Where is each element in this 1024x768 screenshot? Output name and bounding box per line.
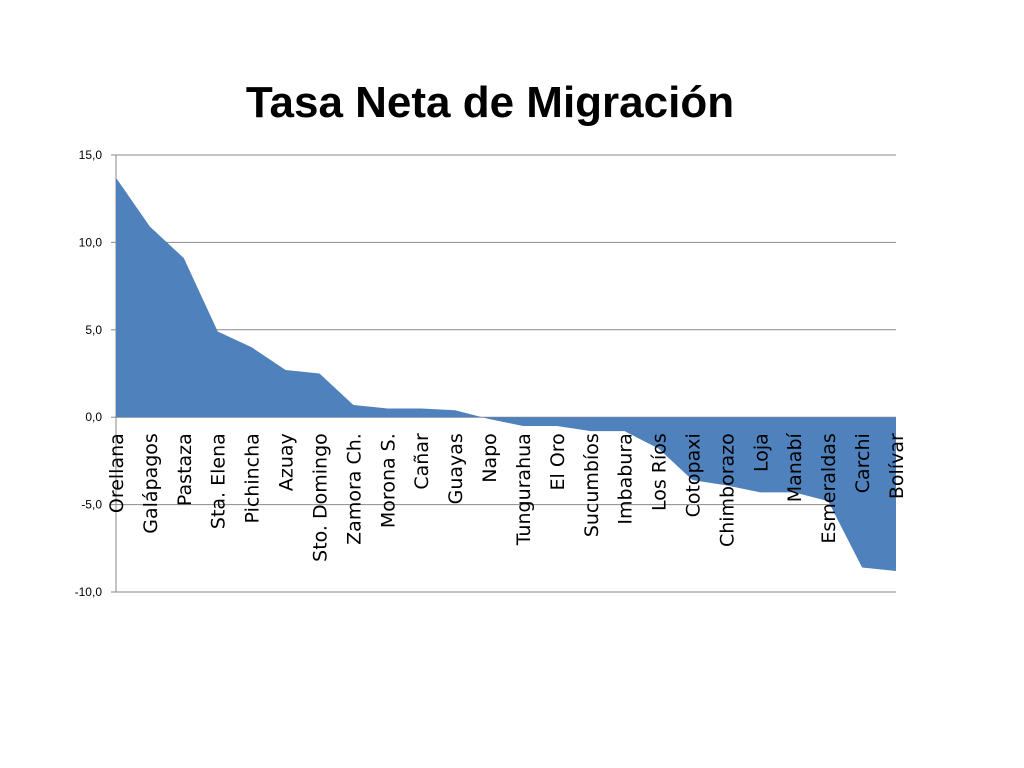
x-category-label: Los Ríos — [649, 433, 671, 511]
x-category-label: Carchi — [852, 433, 874, 493]
x-category-label: El Oro — [547, 433, 569, 490]
x-category-label: Cañar — [411, 433, 433, 490]
x-category-label: Guayas — [445, 433, 467, 504]
x-category-label: Sta. Elena — [208, 433, 230, 529]
y-tick-label: 0,0 — [85, 410, 102, 424]
x-category-label: Morona S. — [377, 433, 399, 528]
x-category-label: Chimborazo — [716, 433, 738, 547]
area-series-path — [116, 177, 896, 572]
x-category-label: Tungurahua — [513, 433, 535, 546]
x-category-label: Manabí — [784, 432, 806, 502]
x-category-label: Azuay — [276, 433, 298, 491]
y-axis-tick-labels: 15,0 10,0 5,0 0,0 -5,0 -10,0 — [75, 148, 103, 599]
x-category-label: Napo — [479, 433, 501, 483]
x-category-label: Pichincha — [242, 433, 264, 523]
x-category-label: Orellana — [106, 433, 128, 513]
x-category-label: Imbabura — [615, 433, 637, 524]
y-tick-label: -5,0 — [81, 498, 102, 512]
x-category-label: Esmeraldas — [818, 433, 840, 543]
area-series — [116, 177, 896, 572]
y-tick-label: -10,0 — [75, 585, 103, 599]
x-category-label: Galápagos — [140, 433, 162, 534]
x-category-label: Zamora Ch. — [343, 433, 365, 545]
y-tick-label: 10,0 — [79, 235, 103, 249]
x-category-label: Sto. Domingo — [309, 433, 331, 562]
x-category-label: Loja — [750, 433, 772, 472]
x-category-label: Cotopaxi — [683, 433, 705, 517]
y-tick-label: 5,0 — [85, 323, 102, 337]
y-tick-label: 15,0 — [79, 148, 103, 162]
x-category-label: Pastaza — [174, 433, 196, 506]
x-category-label: Bolívar — [886, 433, 908, 499]
x-axis-category-labels: Orellana Galápagos Pastaza Sta. Elena Pichin… — [106, 432, 908, 561]
chart-title: Tasa Neta de Migración — [245, 78, 735, 127]
x-category-label: Sucumbíos — [581, 433, 603, 537]
